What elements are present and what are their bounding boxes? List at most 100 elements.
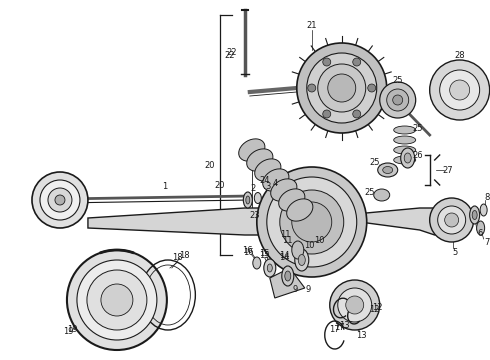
Text: 20: 20 [215, 180, 225, 189]
Circle shape [440, 70, 480, 110]
Text: 3: 3 [265, 181, 270, 190]
Polygon shape [270, 268, 305, 298]
Ellipse shape [244, 192, 252, 208]
Text: 16: 16 [243, 246, 253, 255]
Circle shape [450, 80, 469, 100]
Text: 8: 8 [484, 193, 490, 202]
Ellipse shape [393, 136, 416, 144]
Text: 15: 15 [260, 251, 270, 260]
Circle shape [323, 58, 331, 66]
Text: 22: 22 [224, 50, 235, 59]
Circle shape [318, 64, 366, 112]
Text: 21: 21 [307, 21, 317, 30]
Text: 24: 24 [260, 176, 270, 185]
Text: 11: 11 [283, 235, 293, 244]
Circle shape [67, 250, 167, 350]
Circle shape [257, 167, 367, 277]
Text: 13: 13 [356, 330, 367, 339]
Circle shape [438, 206, 465, 234]
Ellipse shape [383, 166, 392, 174]
Circle shape [48, 188, 72, 212]
Circle shape [101, 284, 133, 316]
Text: 9: 9 [305, 285, 310, 294]
Ellipse shape [246, 149, 273, 171]
Text: 17: 17 [335, 324, 345, 333]
Ellipse shape [401, 148, 415, 168]
Text: 22: 22 [226, 48, 237, 57]
Ellipse shape [263, 169, 289, 191]
Text: 25: 25 [392, 76, 403, 85]
Circle shape [32, 172, 88, 228]
Text: 23: 23 [249, 211, 260, 220]
Text: 5: 5 [452, 248, 457, 257]
Text: 28: 28 [454, 50, 465, 59]
Text: 19: 19 [67, 325, 77, 334]
Ellipse shape [393, 156, 416, 164]
Text: 10: 10 [315, 235, 325, 244]
Text: 18: 18 [172, 253, 183, 262]
Circle shape [380, 82, 416, 118]
Ellipse shape [246, 196, 250, 204]
Polygon shape [88, 208, 280, 235]
Text: 19: 19 [63, 328, 73, 337]
Ellipse shape [292, 241, 304, 259]
Circle shape [307, 53, 377, 123]
Circle shape [40, 180, 80, 220]
Text: 16: 16 [244, 248, 254, 257]
Text: 14: 14 [279, 253, 290, 262]
Text: 20: 20 [205, 161, 215, 170]
Circle shape [444, 213, 459, 227]
Ellipse shape [264, 259, 276, 277]
Ellipse shape [374, 189, 390, 201]
Circle shape [338, 288, 372, 322]
Ellipse shape [270, 179, 297, 201]
Circle shape [77, 260, 157, 340]
Ellipse shape [239, 139, 265, 161]
Text: 2: 2 [250, 184, 255, 193]
Circle shape [267, 177, 357, 267]
Ellipse shape [378, 163, 398, 177]
Circle shape [353, 58, 361, 66]
Text: 7: 7 [484, 238, 490, 247]
Circle shape [292, 202, 332, 242]
Text: 25: 25 [369, 158, 380, 166]
Circle shape [353, 110, 361, 118]
Circle shape [280, 190, 344, 254]
Ellipse shape [285, 271, 291, 281]
Ellipse shape [253, 257, 261, 269]
Text: 18: 18 [179, 251, 190, 260]
Circle shape [368, 84, 376, 92]
Text: 12: 12 [369, 306, 380, 315]
Circle shape [330, 280, 380, 330]
Circle shape [87, 270, 147, 330]
Ellipse shape [472, 211, 477, 220]
Ellipse shape [393, 146, 416, 154]
Circle shape [323, 110, 331, 118]
Ellipse shape [477, 221, 485, 235]
Text: 12: 12 [372, 303, 383, 312]
Text: 11: 11 [281, 230, 291, 239]
Ellipse shape [255, 159, 281, 181]
Text: 4: 4 [272, 179, 277, 188]
Circle shape [387, 89, 409, 111]
Text: 27: 27 [442, 166, 453, 175]
Text: 26: 26 [413, 150, 423, 159]
Circle shape [346, 296, 364, 314]
Text: 15: 15 [260, 248, 270, 257]
Ellipse shape [404, 153, 411, 163]
Ellipse shape [469, 206, 480, 224]
Polygon shape [345, 208, 450, 235]
Circle shape [297, 43, 387, 133]
Ellipse shape [287, 199, 313, 221]
Ellipse shape [295, 249, 309, 271]
Text: 13: 13 [340, 320, 350, 329]
Text: 10: 10 [304, 240, 315, 249]
Text: 17: 17 [329, 325, 340, 334]
Text: 25: 25 [413, 123, 423, 132]
Circle shape [430, 198, 474, 242]
Circle shape [430, 60, 490, 120]
Text: 9: 9 [292, 285, 297, 294]
Text: 1: 1 [162, 181, 168, 190]
Text: 6: 6 [477, 229, 482, 238]
Ellipse shape [254, 193, 261, 203]
